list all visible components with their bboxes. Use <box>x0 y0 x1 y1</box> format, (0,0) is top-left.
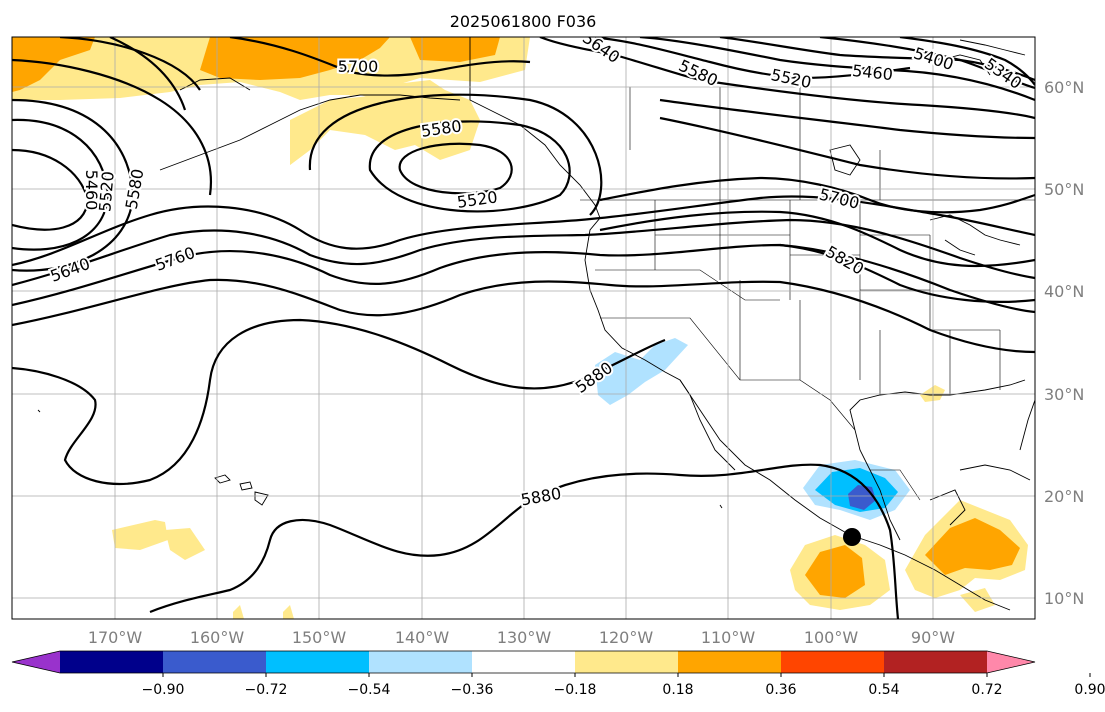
colorbar-segment <box>678 651 782 673</box>
colorbar-segment <box>472 651 576 673</box>
colorbar-tick-label: 0.36 <box>765 682 796 698</box>
map-panel: 5700 5640 5580 5520 5460 5400 5340 5580 … <box>12 37 1035 619</box>
coastlines <box>37 37 1035 611</box>
colorbar-segment <box>266 651 370 673</box>
lon-label: 140°W <box>395 628 450 647</box>
colorbar-tick-label: 0.18 <box>662 682 693 698</box>
colorbar-segment <box>163 651 267 673</box>
colorbar-extend-high <box>987 651 1035 673</box>
colorbar-tick-label: 0.54 <box>868 682 899 698</box>
lon-label: 120°W <box>599 628 654 647</box>
lon-label: 90°W <box>911 628 955 647</box>
colorbar-segment <box>884 651 988 673</box>
lat-label: 30°N <box>1044 385 1084 404</box>
lon-label: 170°W <box>88 628 143 647</box>
lat-label: 50°N <box>1044 180 1084 199</box>
colorbar-tick-label: −0.18 <box>554 682 597 698</box>
colorbar-segment <box>369 651 473 673</box>
colorbar-tick-label: −0.72 <box>245 682 288 698</box>
storm-center-marker <box>843 528 861 546</box>
colorbar: −0.90 −0.72 −0.54 −0.36 −0.18 0.18 0.36 0.54 0.7… <box>11 650 1105 698</box>
lon-label: 110°W <box>701 628 756 647</box>
colorbar-tick-label: −0.54 <box>348 682 391 698</box>
map-frame <box>11 36 1036 620</box>
map-title: 2025061800 F036 <box>450 12 597 31</box>
contour-label: 5700 <box>338 57 379 76</box>
lon-label: 150°W <box>292 628 347 647</box>
latitude-labels: 60°N 50°N 40°N 30°N 20°N 10°N <box>1044 78 1084 608</box>
contour-label: 5520 <box>95 170 117 212</box>
colorbar-tick-label: −0.90 <box>142 682 185 698</box>
colorbar-segment <box>60 651 164 673</box>
colorbar-extend-low <box>12 651 60 673</box>
lat-label: 60°N <box>1044 78 1084 97</box>
colorbar-tick-label: 0.90 <box>1074 682 1105 698</box>
longitude-labels: 170°W 160°W 150°W 140°W 130°W 120°W 110°… <box>88 628 955 647</box>
colorbar-segment <box>781 651 885 673</box>
colorbar-tick-label: 0.72 <box>971 682 1002 698</box>
colorbar-tick-label: −0.36 <box>451 682 494 698</box>
graticule <box>12 37 1035 619</box>
lon-label: 100°W <box>804 628 859 647</box>
height-contours <box>12 37 1035 619</box>
lat-label: 10°N <box>1044 589 1084 608</box>
lat-label: 20°N <box>1044 487 1084 506</box>
contour-label: 5460 <box>82 170 101 211</box>
lon-label: 130°W <box>497 628 552 647</box>
colorbar-segment <box>575 651 679 673</box>
colorbar-outline <box>11 650 1036 674</box>
lat-label: 40°N <box>1044 282 1084 301</box>
lon-label: 160°W <box>190 628 245 647</box>
